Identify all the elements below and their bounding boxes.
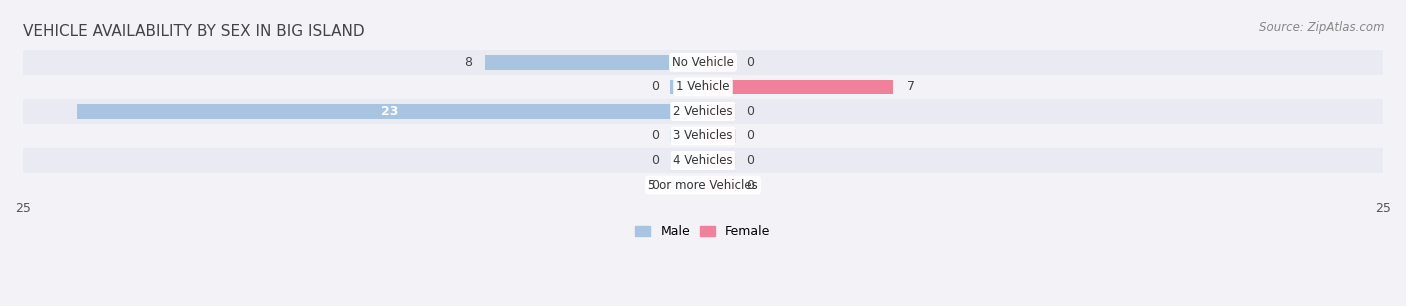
Text: 0: 0 bbox=[747, 129, 755, 143]
Text: 0: 0 bbox=[747, 179, 755, 192]
Bar bbox=[703, 104, 735, 119]
Bar bbox=[703, 153, 735, 168]
Bar bbox=[671, 129, 703, 143]
Text: 4 Vehicles: 4 Vehicles bbox=[673, 154, 733, 167]
Text: VEHICLE AVAILABILITY BY SEX IN BIG ISLAND: VEHICLE AVAILABILITY BY SEX IN BIG ISLAN… bbox=[22, 24, 364, 39]
Text: 0: 0 bbox=[747, 154, 755, 167]
Text: 8: 8 bbox=[464, 56, 472, 69]
Bar bbox=[485, 55, 703, 70]
Text: Source: ZipAtlas.com: Source: ZipAtlas.com bbox=[1260, 21, 1385, 34]
Legend: Male, Female: Male, Female bbox=[636, 225, 770, 238]
Text: 0: 0 bbox=[651, 154, 659, 167]
Text: 0: 0 bbox=[747, 56, 755, 69]
Bar bbox=[77, 104, 703, 119]
Text: No Vehicle: No Vehicle bbox=[672, 56, 734, 69]
Text: 0: 0 bbox=[651, 80, 659, 93]
Text: 0: 0 bbox=[747, 105, 755, 118]
Bar bbox=[671, 80, 703, 94]
Text: 3 Vehicles: 3 Vehicles bbox=[673, 129, 733, 143]
Text: 7: 7 bbox=[907, 80, 915, 93]
Bar bbox=[22, 148, 1384, 173]
Bar bbox=[703, 178, 735, 192]
Text: 1 Vehicle: 1 Vehicle bbox=[676, 80, 730, 93]
Text: 0: 0 bbox=[651, 179, 659, 192]
Bar bbox=[22, 50, 1384, 75]
Bar bbox=[22, 75, 1384, 99]
Bar bbox=[22, 124, 1384, 148]
Text: 5 or more Vehicles: 5 or more Vehicles bbox=[648, 179, 758, 192]
Bar bbox=[671, 153, 703, 168]
Bar bbox=[671, 178, 703, 192]
Bar bbox=[22, 99, 1384, 124]
Bar bbox=[703, 129, 735, 143]
Bar bbox=[703, 55, 735, 70]
Text: 0: 0 bbox=[651, 129, 659, 143]
Bar bbox=[703, 80, 893, 94]
Bar bbox=[22, 173, 1384, 197]
Text: 2 Vehicles: 2 Vehicles bbox=[673, 105, 733, 118]
Text: 23: 23 bbox=[381, 105, 399, 118]
